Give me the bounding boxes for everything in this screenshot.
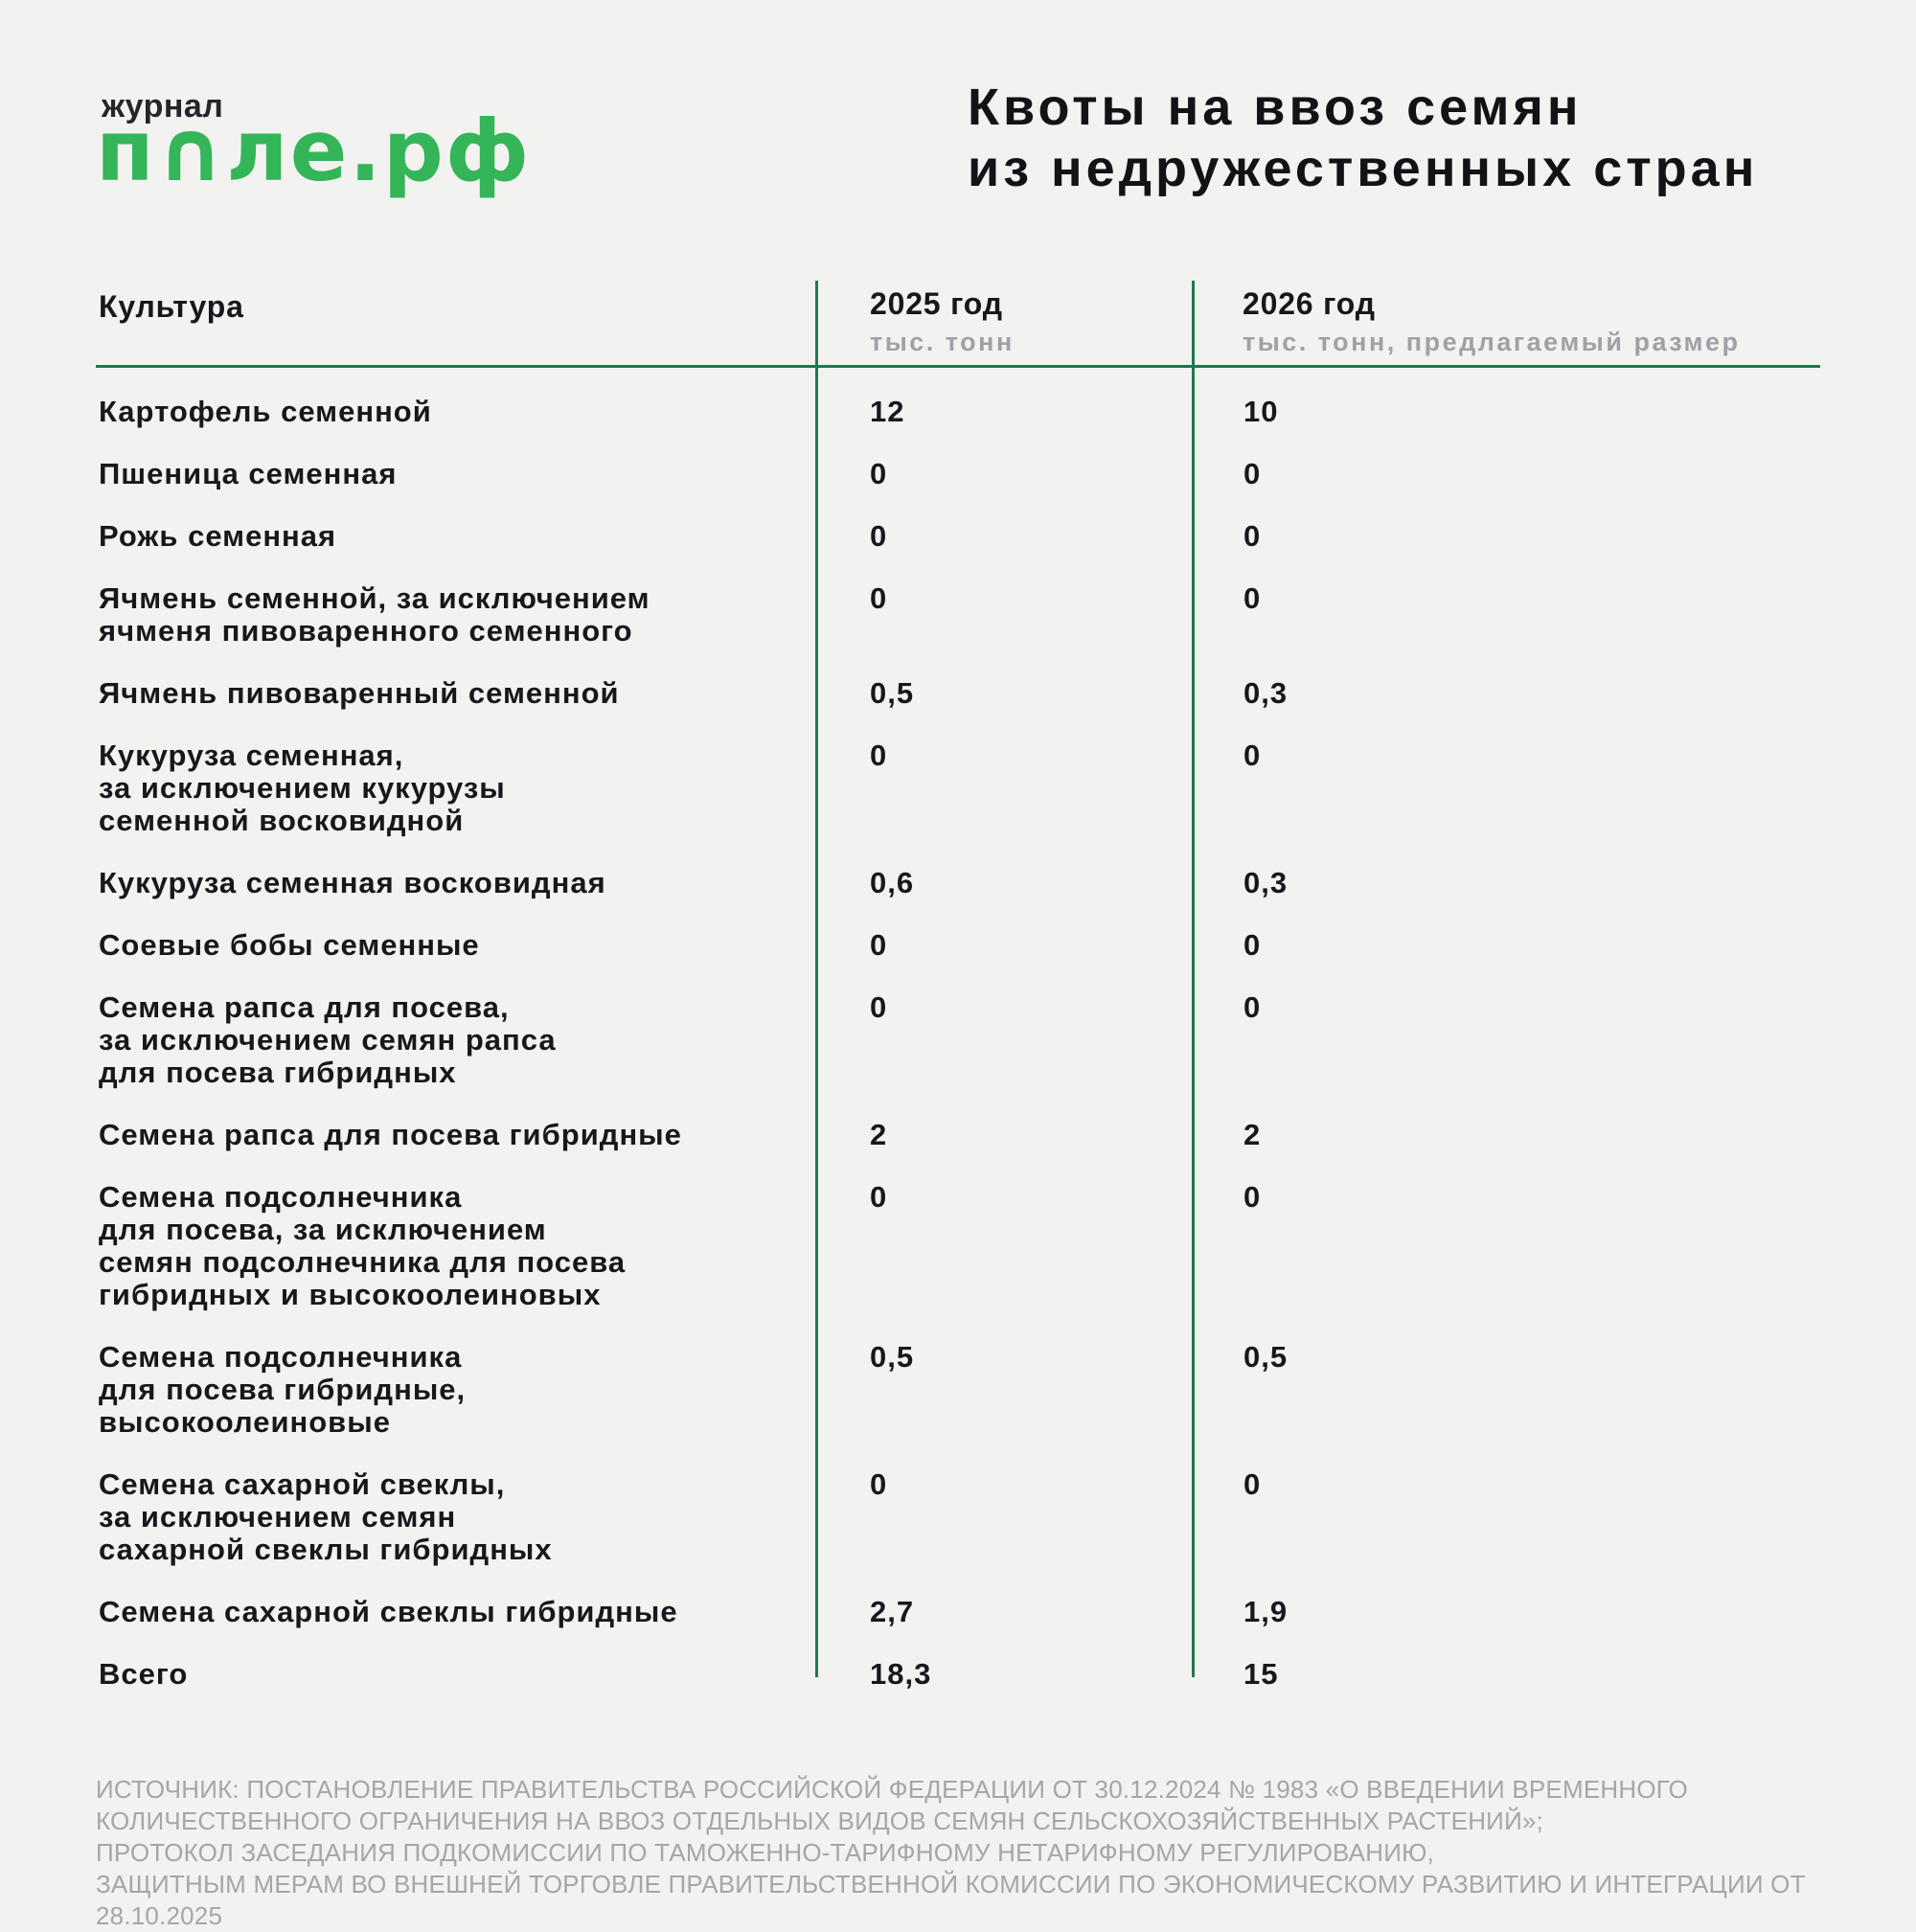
quota-table: Картофель семенной 12 10 Пшеница семенна… xyxy=(96,396,1820,1691)
quota-2026-value: 0 xyxy=(1243,928,1262,962)
source-line: КОЛИЧЕСТВЕННОГО ОГРАНИЧЕНИЯ НА ВВОЗ ОТДЕ… xyxy=(96,1807,1544,1835)
quota-2025-value: 2,7 xyxy=(870,1595,915,1628)
table-row: Семена рапса для посева, за исключением … xyxy=(96,991,1820,1089)
culture-name: Семена подсолнечника для посева, за искл… xyxy=(99,1180,627,1311)
table-row: Соевые бобы семенные 0 0 xyxy=(96,929,1820,962)
culture-header-label: Культура xyxy=(99,289,244,324)
logo-letter-p: п xyxy=(96,102,156,200)
table-row: Семена сахарной свеклы гибридные 2,7 1,9 xyxy=(96,1596,1820,1628)
year-2025-unit: тыс. тонн xyxy=(870,328,1015,356)
table-row-total: Всего 18,3 15 xyxy=(96,1658,1820,1691)
quota-2025-value: 0 xyxy=(870,519,888,553)
culture-name: Соевые бобы семенные xyxy=(99,928,480,962)
column-header-culture: Культура xyxy=(99,289,244,324)
quota-2026-value: 0 xyxy=(1243,581,1262,615)
source-line: ЗАЩИТНЫМ МЕРАМ ВО ВНЕШНЕЙ ТОРГОВЛЕ ПРАВИ… xyxy=(96,1870,1806,1930)
table-row: Семена подсолнечника для посева, за искл… xyxy=(96,1181,1820,1311)
culture-name: Всего xyxy=(99,1657,189,1691)
quota-2025-value: 0 xyxy=(870,990,888,1024)
quota-2026-value: 0,3 xyxy=(1243,676,1289,710)
culture-name: Кукуруза семенная восковидная xyxy=(99,866,606,899)
quota-2026-value: 15 xyxy=(1243,1657,1279,1691)
table-row: Кукуруза семенная, за исключением кукуру… xyxy=(96,739,1820,837)
table-row: Семена сахарной свеклы, за исключением с… xyxy=(96,1468,1820,1566)
table-row: Семена подсолнечника для посева гибридны… xyxy=(96,1341,1820,1439)
quota-2026-value: 0 xyxy=(1243,1467,1262,1501)
quota-2026-value: 1,9 xyxy=(1243,1595,1289,1628)
quota-2025-value: 18,3 xyxy=(870,1657,932,1691)
quota-2026-value: 0 xyxy=(1243,990,1262,1024)
culture-name: Рожь семенная xyxy=(99,519,337,553)
culture-name: Семена сахарной свеклы гибридные xyxy=(99,1595,678,1628)
logo-rest: ле.рф xyxy=(226,102,532,200)
pole-rf-logo: п∩ле.рф xyxy=(96,103,531,199)
quota-2025-value: 0 xyxy=(870,581,888,615)
page-title: Квоты на ввоз семян из недружественных с… xyxy=(968,79,1759,197)
culture-name: Семена рапса для посева гибридные xyxy=(99,1118,682,1151)
culture-name: Семена сахарной свеклы, за исключением с… xyxy=(99,1467,553,1566)
table-row: Ячмень пивоваренный семенной 0,5 0,3 xyxy=(96,677,1820,710)
quota-2026-value: 0,3 xyxy=(1243,866,1289,899)
quota-2025-value: 0 xyxy=(870,457,888,490)
logo-tagline: журнал xyxy=(102,88,224,125)
source-line: ИСТОЧНИК: ПОСТАНОВЛЕНИЕ ПРАВИТЕЛЬСТВА РО… xyxy=(96,1775,1688,1804)
quota-2026-value: 10 xyxy=(1243,395,1279,428)
logo-horseshoe-o-icon: ∩ xyxy=(155,102,227,200)
culture-name: Ячмень пивоваренный семенной xyxy=(99,676,620,710)
quota-2025-value: 0,6 xyxy=(870,866,915,899)
table-row: Картофель семенной 12 10 xyxy=(96,396,1820,428)
culture-name: Семена рапса для посева, за исключением … xyxy=(99,990,557,1089)
column-divider-1 xyxy=(815,281,818,1677)
column-header-2025: 2025 год тыс. тонн xyxy=(870,286,1015,356)
column-divider-2 xyxy=(1192,281,1195,1677)
culture-name: Ячмень семенной, за исключением ячменя п… xyxy=(99,581,650,648)
source-line: ПРОТОКОЛ ЗАСЕДАНИЯ ПОДКОМИССИИ ПО ТАМОЖЕ… xyxy=(96,1838,1434,1867)
quota-2025-value: 12 xyxy=(870,395,905,428)
table-row: Кукуруза семенная восковидная 0,6 0,3 xyxy=(96,867,1820,899)
quota-2025-value: 0 xyxy=(870,1467,888,1501)
year-2026-label: 2026 год xyxy=(1243,286,1376,321)
column-header-2026: 2026 год тыс. тонн, предлагаемый размер xyxy=(1243,286,1741,356)
header-divider xyxy=(96,365,1820,368)
culture-name: Семена подсолнечника для посева гибридны… xyxy=(99,1340,467,1439)
source-note: ИСТОЧНИК: ПОСТАНОВЛЕНИЕ ПРАВИТЕЛЬСТВА РО… xyxy=(96,1774,1878,1932)
quota-2026-value: 0 xyxy=(1243,457,1262,490)
culture-name: Пшеница семенная xyxy=(99,457,398,490)
table-row: Ячмень семенной, за исключением ячменя п… xyxy=(96,582,1820,648)
table-row: Пшеница семенная 0 0 xyxy=(96,458,1820,490)
quota-2025-value: 0,5 xyxy=(870,1340,915,1374)
quota-2026-value: 0 xyxy=(1243,1180,1262,1214)
culture-name: Картофель семенной xyxy=(99,395,432,428)
year-2026-unit: тыс. тонн, предлагаемый размер xyxy=(1243,328,1741,356)
year-2025-label: 2025 год xyxy=(870,286,1003,321)
table-row: Семена рапса для посева гибридные 2 2 xyxy=(96,1119,1820,1151)
quota-2026-value: 2 xyxy=(1243,1118,1262,1151)
culture-name: Кукуруза семенная, за исключением кукуру… xyxy=(99,739,506,837)
table-row: Рожь семенная 0 0 xyxy=(96,520,1820,553)
quota-2025-value: 0 xyxy=(870,739,888,772)
quota-2026-value: 0 xyxy=(1243,519,1262,553)
quota-2025-value: 0,5 xyxy=(870,676,915,710)
quota-2025-value: 0 xyxy=(870,928,888,962)
quota-2025-value: 0 xyxy=(870,1180,888,1214)
quota-2025-value: 2 xyxy=(870,1118,888,1151)
quota-2026-value: 0 xyxy=(1243,739,1262,772)
quota-2026-value: 0,5 xyxy=(1243,1340,1289,1374)
